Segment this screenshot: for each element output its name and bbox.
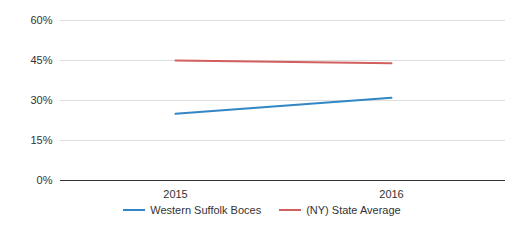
svg-text:30%: 30% (30, 94, 52, 106)
svg-text:60%: 60% (30, 14, 52, 26)
svg-text:2015: 2015 (163, 188, 187, 200)
svg-text:45%: 45% (30, 54, 52, 66)
html-text:Western Suffolk Boces: Western Suffolk Boces (150, 204, 262, 216)
svg-text:2016: 2016 (379, 188, 403, 200)
html-text:(NY) State Average: (NY) State Average (306, 204, 401, 216)
svg-text:15%: 15% (30, 134, 52, 146)
svg-text:0%: 0% (37, 174, 53, 186)
